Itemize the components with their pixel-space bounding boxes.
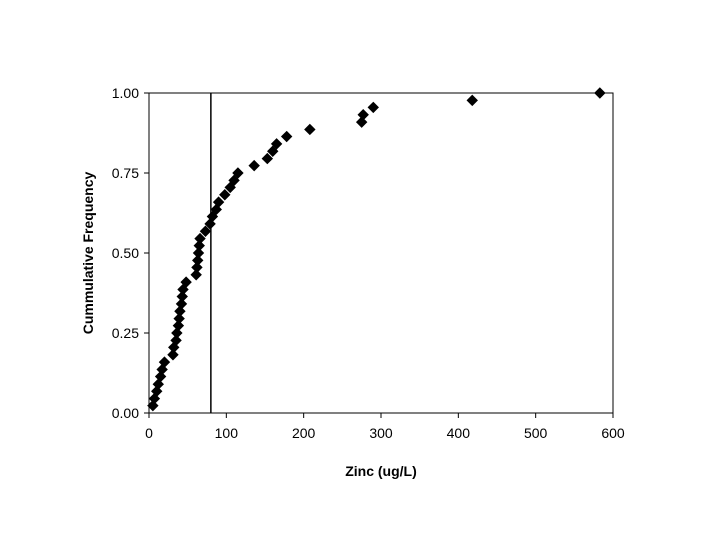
x-tick-label: 500 xyxy=(524,425,548,441)
data-point xyxy=(175,298,188,310)
data-point xyxy=(158,356,171,368)
y-tick-label: 1.00 xyxy=(112,85,139,101)
data-point xyxy=(224,181,236,194)
data-point xyxy=(206,210,219,223)
data-point xyxy=(192,254,204,267)
data-point xyxy=(194,232,206,245)
data-point xyxy=(180,276,192,288)
plot-area xyxy=(148,92,614,414)
data-point xyxy=(171,327,183,339)
x-tick-label: 0 xyxy=(145,425,153,441)
x-tick-label: 100 xyxy=(215,425,239,441)
x-axis: 0 100 200 300 400 500 600 xyxy=(145,413,625,441)
data-point xyxy=(270,138,283,150)
x-tick-label: 300 xyxy=(369,425,393,441)
data-point xyxy=(304,123,316,136)
data-point xyxy=(199,225,212,237)
data-point xyxy=(357,109,369,121)
data-point xyxy=(261,152,274,165)
data-points xyxy=(147,87,606,412)
data-point xyxy=(466,94,478,107)
y-tick-label: 0.50 xyxy=(112,245,139,261)
data-point xyxy=(172,319,185,332)
x-tick-label: 400 xyxy=(447,425,471,441)
data-point xyxy=(267,145,279,157)
data-point xyxy=(170,334,182,347)
x-tick-label: 600 xyxy=(601,425,625,441)
x-tick-label: 200 xyxy=(292,425,316,441)
data-point xyxy=(212,196,225,208)
data-point xyxy=(167,349,179,361)
data-point xyxy=(192,247,205,259)
y-tick-label: 0.00 xyxy=(112,405,139,421)
y-tick-label: 0.25 xyxy=(112,325,139,341)
data-point xyxy=(280,130,293,143)
y-axis-title: Cummulative Frequency xyxy=(80,171,96,334)
data-point xyxy=(594,87,606,99)
data-point xyxy=(248,159,260,172)
y-axis: 0.00 0.25 0.50 0.75 1.00 xyxy=(112,85,149,421)
x-axis-title: Zinc (ug/L) xyxy=(345,463,417,479)
data-point xyxy=(228,174,240,187)
data-point xyxy=(191,261,203,274)
y-tick-label: 0.75 xyxy=(112,165,139,181)
data-point xyxy=(232,167,244,179)
data-point xyxy=(367,101,379,114)
data-point xyxy=(174,305,186,317)
data-point xyxy=(173,312,185,325)
data-point xyxy=(219,189,231,201)
data-point xyxy=(176,290,188,303)
data-point xyxy=(190,269,202,281)
data-point xyxy=(355,116,368,128)
data-point xyxy=(193,239,205,252)
